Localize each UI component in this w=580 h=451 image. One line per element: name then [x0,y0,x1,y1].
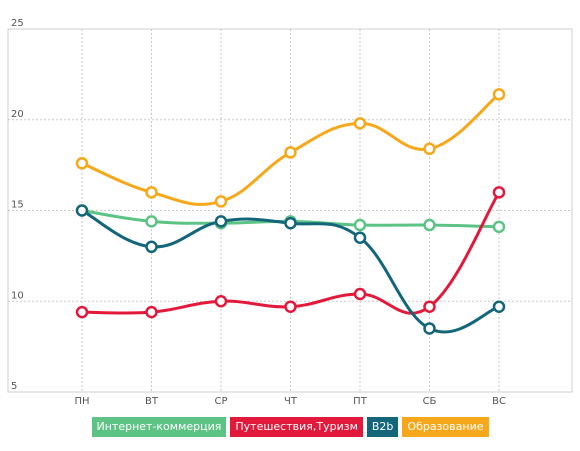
data-point [353,231,367,244]
x-axis-labels: ПН ВТ СР ЧТ ПТ СБ ВС [74,396,505,407]
x-tick-label: ЧТ [284,396,298,407]
y-tick-label: 25 [11,18,24,29]
legend-item[interactable]: Образование [402,417,489,437]
data-point [75,204,89,217]
data-point [145,215,158,228]
x-tick-label: СР [214,396,227,407]
y-tick-label: 20 [11,109,24,120]
y-axis-labels: 25 20 15 10 5 [11,18,24,392]
data-point [145,305,158,319]
series-points [75,88,506,335]
data-point [423,218,436,232]
x-tick-label: ПТ [353,396,368,407]
data-point [75,157,89,170]
data-point [492,300,506,313]
y-tick-label: 15 [11,200,24,211]
data-point [284,300,297,313]
data-point [214,215,228,228]
grid [7,28,573,393]
data-point [214,195,228,208]
data-point [492,220,506,234]
data-point [145,240,158,254]
data-point [423,142,436,156]
x-tick-label: ВТ [145,396,159,407]
data-point [353,117,367,130]
data-point [75,305,89,319]
legend-item[interactable]: Интернет-коммерция [91,417,227,437]
data-point [492,88,506,101]
legend-item[interactable]: B2b [366,417,399,437]
data-point [492,186,506,199]
x-tick-label: СБ [423,396,437,407]
data-point [284,216,297,230]
data-point [353,218,367,232]
data-point [353,287,367,301]
data-point [284,146,297,159]
legend-item[interactable]: Путешествия,Туризм [230,417,363,437]
x-tick-label: ВС [492,396,506,407]
legend: Интернет-коммерция Путешествия,Туризм B2b О… [0,417,580,437]
data-point [145,186,158,199]
y-tick-label: 10 [11,290,24,301]
data-point [423,322,436,335]
x-tick-label: ПН [74,396,89,407]
data-point [423,300,436,313]
data-point [214,295,228,308]
y-tick-label: 5 [11,381,17,392]
